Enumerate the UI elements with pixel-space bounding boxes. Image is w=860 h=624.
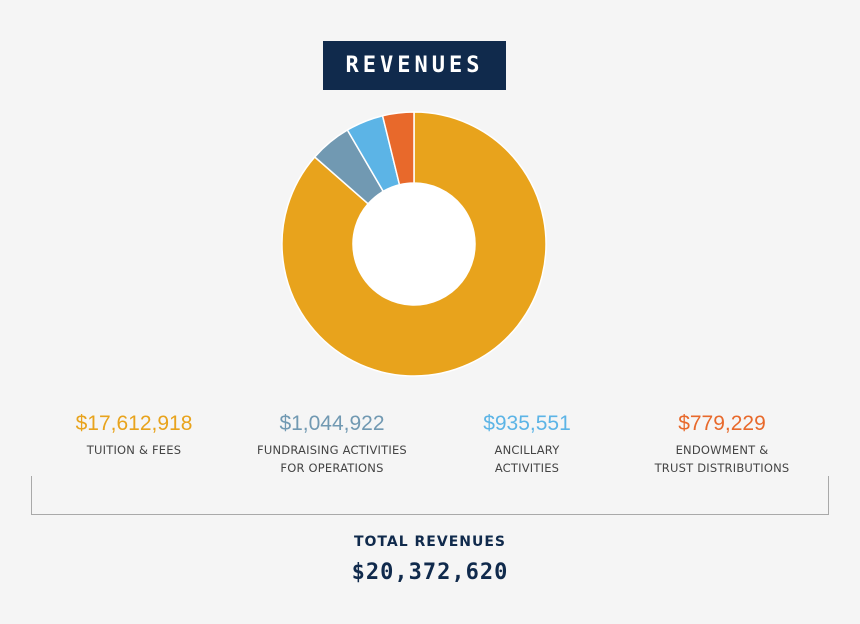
legend-value: $1,044,922	[279, 412, 385, 435]
legend-label: ENDOWMENT & TRUST DISTRIBUTIONS	[654, 443, 790, 475]
legend-label: TUITION & FEES	[86, 443, 182, 457]
legend-value: $17,612,918	[75, 412, 193, 435]
legend-item-ancillary: $935,551 ANCILLARY ACTIVITIES	[422, 410, 632, 477]
donut-chart	[281, 111, 547, 377]
donut-hole	[353, 183, 475, 305]
legend-value: $935,551	[483, 412, 571, 435]
legend-value: $779,229	[678, 412, 766, 435]
total-label: TOTAL REVENUES	[353, 534, 507, 550]
chart-title: REVENUES	[345, 53, 484, 78]
title-banner: REVENUES	[323, 41, 506, 90]
legend-item-tuition: $17,612,918 TUITION & FEES	[29, 410, 239, 459]
legend-item-fundraising: $1,044,922 FUNDRAISING ACTIVITIES FOR OP…	[227, 410, 437, 477]
legend-label: FUNDRAISING ACTIVITIES FOR OPERATIONS	[257, 443, 407, 475]
legend-item-endowment: $779,229 ENDOWMENT & TRUST DISTRIBUTIONS	[617, 410, 827, 477]
legend-label: ANCILLARY ACTIVITIES	[494, 443, 560, 475]
total-value: $20,372,620	[351, 560, 509, 585]
total-bracket	[31, 476, 829, 515]
